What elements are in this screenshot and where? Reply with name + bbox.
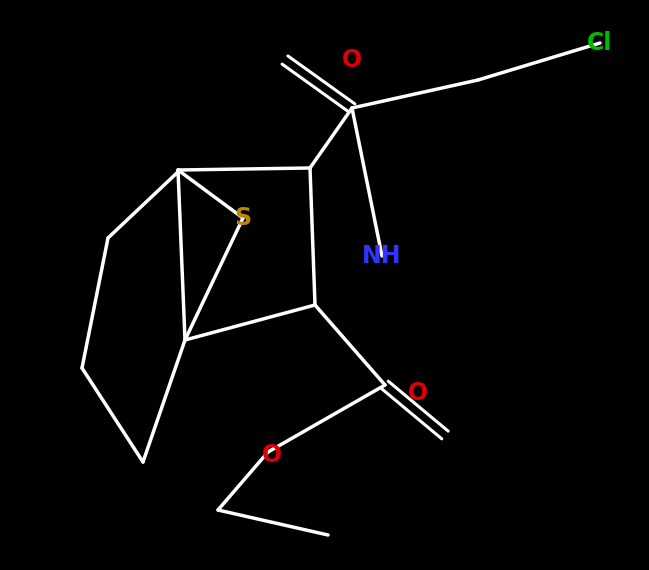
Text: O: O [342, 48, 362, 72]
Text: NH: NH [362, 244, 402, 268]
Text: O: O [262, 443, 282, 467]
Text: S: S [234, 206, 252, 230]
Text: Cl: Cl [587, 31, 613, 55]
Text: O: O [408, 381, 428, 405]
